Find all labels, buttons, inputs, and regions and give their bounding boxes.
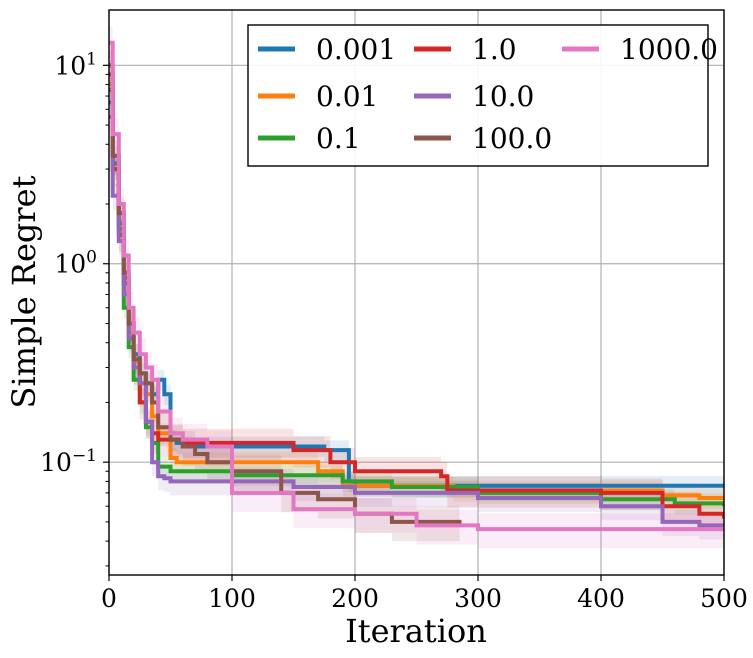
band-1.0 [109,60,724,536]
legend-label-0.01: 0.01 [316,80,378,113]
x-axis-title: Iteration [345,612,487,650]
x-tick-label: 0 [101,584,117,613]
line-series-10.0 [109,114,724,528]
x-tick-label: 200 [331,584,379,613]
legend-label-10.0: 10.0 [472,80,534,113]
legend-label-1.0: 1.0 [472,33,517,66]
band-0.1 [109,80,724,518]
legend-label-1000.0: 1000.0 [620,33,718,66]
legend-label-0.001: 0.001 [316,33,396,66]
plot-frame [108,9,725,576]
legend-label-100.0: 100.0 [472,122,552,155]
y-tick-label: 101 [54,49,97,80]
x-tick-label: 400 [577,584,625,613]
x-tick-label: 100 [208,584,256,613]
legend: 0.001 0.01 0.1 1.0 10.0 100.0 1000.0 [247,24,718,167]
y-tick-label: 10−1 [40,446,97,477]
series-lines [109,40,724,532]
legend-frame [247,24,709,167]
x-tick-label: 500 [700,584,748,613]
axis-ticks: 0 100 200 300 400 500 10−1 100 101 [40,49,748,613]
legend-label-0.1: 0.1 [316,122,361,155]
y-axis-title: Simple Regret [5,175,43,408]
y-tick-label: 100 [54,248,97,279]
line-series-1000.0 [109,40,724,532]
x-tick-label: 300 [454,584,502,613]
